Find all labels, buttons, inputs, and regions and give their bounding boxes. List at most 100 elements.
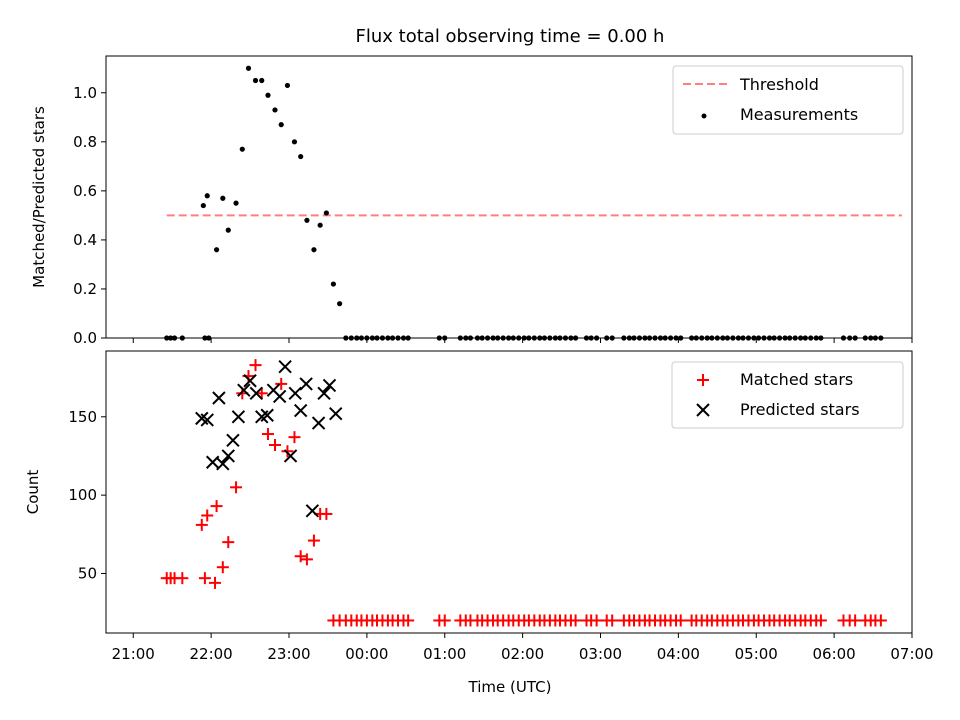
measurement-point: [213, 247, 220, 253]
matched-star-point: [222, 536, 235, 549]
predicted-star-point: [260, 408, 274, 422]
bottom-y-tick-label: 100: [68, 486, 97, 504]
measurement-point: [709, 335, 715, 341]
measurement-point: [792, 335, 798, 341]
measurement-point: [777, 335, 783, 341]
legend-threshold-label: Threshold: [739, 75, 819, 94]
measurement-point: [457, 335, 463, 341]
matched-star-point: [176, 572, 189, 585]
count-panel: Count Time (UTC) 50 100 150 21:00 22:00 23:0…: [24, 350, 934, 696]
top-legend-box: [672, 65, 904, 135]
measurement-point: [354, 335, 360, 341]
matched-star-point: [255, 387, 268, 400]
measurement-point: [678, 335, 684, 341]
measurement-point: [323, 210, 329, 216]
top-y-axis-label: Matched/Predicted stars: [30, 106, 48, 288]
measurement-point: [537, 335, 543, 341]
top-y-tick-label: 0.6: [73, 182, 97, 200]
measurement-point: [233, 200, 239, 206]
measurement-point: [516, 335, 522, 341]
predicted-star-points: [195, 359, 343, 518]
predicted-star-point: [272, 389, 287, 404]
measurement-point: [673, 335, 679, 341]
measurement-point: [878, 335, 884, 341]
x-tick-label: 23:00: [267, 645, 310, 663]
measurement-point: [374, 335, 380, 341]
top-y-tick-label: 0.8: [73, 133, 97, 151]
top-y-tick-label: 0.0: [73, 329, 97, 347]
measurement-point: [657, 335, 664, 341]
measurement-point: [730, 335, 736, 341]
measurement-point: [389, 335, 396, 341]
predicted-star-point: [278, 359, 292, 374]
predicted-star-point: [288, 386, 302, 401]
measurement-point: [405, 335, 411, 341]
measurement-point: [531, 335, 537, 341]
measurement-point: [298, 153, 304, 160]
matched-star-point: [402, 614, 415, 627]
measurement-point: [662, 335, 668, 341]
measurement-point: [604, 335, 610, 341]
measurement-point: [547, 335, 553, 341]
measurement-point: [761, 335, 767, 341]
measurement-point: [272, 107, 278, 113]
measurement-point: [506, 335, 512, 341]
measurement-point: [621, 335, 627, 341]
x-tick-label: 01:00: [423, 645, 466, 663]
x-tick-label: 05:00: [735, 645, 778, 663]
measurement-point: [813, 335, 819, 341]
matched-star-point: [195, 518, 208, 531]
measurement-point: [467, 335, 474, 341]
matched-star-point: [275, 377, 288, 390]
matched-star-point: [198, 572, 211, 585]
measurement-point: [479, 335, 485, 341]
bottom-y-tick-label: 50: [78, 564, 97, 582]
measurement-point: [291, 139, 298, 145]
measurement-point: [552, 335, 558, 341]
bottom-legend: Matched stars Predicted stars: [671, 361, 904, 429]
measurement-point: [720, 335, 726, 341]
predicted-star-point: [311, 416, 326, 430]
matched-star-point: [606, 614, 619, 627]
matched-star-point: [210, 500, 223, 513]
measurement-point: [225, 227, 231, 233]
measurement-point: [317, 222, 323, 228]
predicted-star-point: [249, 386, 264, 401]
predicted-star-point: [299, 377, 313, 391]
measurement-point: [631, 335, 637, 341]
measurement-point: [646, 335, 653, 341]
measurement-point: [693, 335, 699, 341]
top-y-tick-label: 1.0: [73, 84, 97, 102]
measurement-point: [521, 335, 527, 341]
measurement-point: [490, 335, 496, 341]
top-y-tick-label: 0.4: [73, 231, 97, 249]
predicted-star-point: [317, 386, 331, 401]
x-tick-label: 21:00: [112, 645, 155, 663]
matched-star-point: [249, 359, 262, 372]
x-tick-label: 00:00: [345, 645, 388, 663]
matched-star-point: [320, 507, 333, 520]
x-tick-label: 03:00: [579, 645, 622, 663]
measurement-point: [463, 335, 469, 341]
measurement-point: [239, 146, 245, 152]
measurement-point: [284, 82, 291, 89]
measurement-point: [818, 335, 824, 341]
measurement-point: [252, 77, 259, 84]
measurement-point: [442, 335, 448, 341]
legend-predicted-label: Predicted stars: [740, 400, 860, 419]
legend-predicted-swatch: [696, 403, 710, 417]
measurement-point: [652, 335, 658, 341]
measurement-point: [562, 335, 569, 341]
bottom-legend-box: [671, 361, 904, 429]
measurement-point: [609, 335, 615, 341]
predicted-star-point: [200, 413, 214, 427]
measurement-point: [204, 193, 210, 199]
predicted-star-point: [293, 403, 308, 418]
measurement-point: [751, 335, 757, 341]
x-tick-label: 22:00: [190, 645, 233, 663]
measurement-point: [787, 335, 793, 341]
measurement-point: [304, 217, 310, 223]
measurement-point: [568, 335, 574, 341]
measurement-point: [500, 335, 506, 341]
